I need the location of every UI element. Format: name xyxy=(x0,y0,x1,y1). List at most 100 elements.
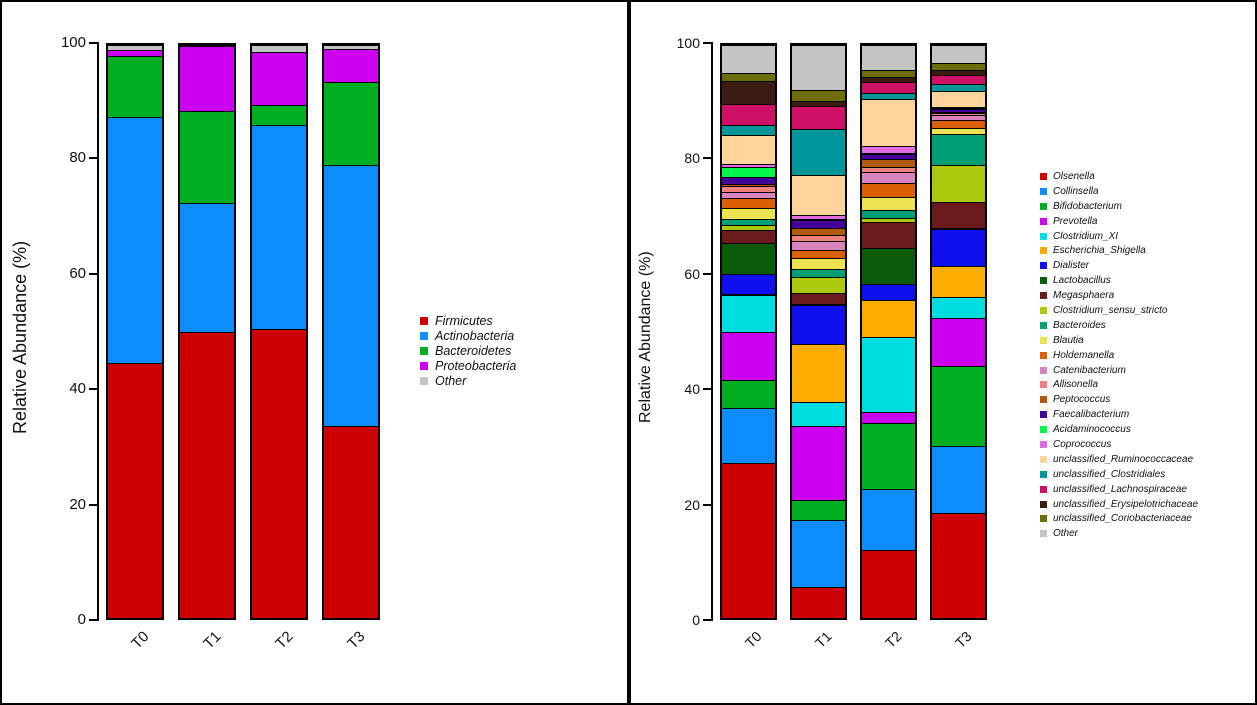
legend-label: Holdemanella xyxy=(1053,349,1115,361)
bar-segment-Coprococcus xyxy=(862,146,915,154)
legend-swatch xyxy=(420,376,428,385)
legend-item-Holdemanella: Holdemanella xyxy=(1040,348,1198,363)
legend-item-Firmicutes: Firmicutes xyxy=(420,313,516,328)
bar-segment-Actinobacteria xyxy=(180,202,234,332)
legend-item-Bacteroides: Bacteroides xyxy=(1040,318,1198,333)
bar-segment-Bifidobacterium xyxy=(792,500,845,520)
legend-item-Dialister: Dialister xyxy=(1040,258,1198,273)
legend-label: Blautia xyxy=(1053,334,1084,346)
bar-segment-Holdemanella xyxy=(792,249,845,259)
legend-item-Catenibacterium: Catenibacterium xyxy=(1040,363,1198,378)
bar-segment-Firmicutes xyxy=(180,331,234,618)
legend-swatch xyxy=(1040,485,1047,493)
y-tick-label: 20 xyxy=(684,496,700,513)
bar-segment-unclassified_Lachnospiraceae xyxy=(722,104,775,125)
bar-segment-Bifidobacterium xyxy=(932,365,985,447)
bar-segment-Bacteroidetes xyxy=(252,105,306,126)
bar-segment-Prevotella xyxy=(792,425,845,501)
bar-segment-unclassified_Erysipelotrichaceae xyxy=(932,69,985,76)
bar-segment-Collinsella xyxy=(932,446,985,513)
bars-group: T0 T1 T2 T3 xyxy=(720,43,990,651)
bar-segment-unclassified_Lachnospiraceae xyxy=(862,81,915,94)
x-category-label: T3 xyxy=(952,628,976,651)
bar-segment-Blautia xyxy=(792,258,845,269)
bar-segment-Holdemanella xyxy=(932,119,985,129)
y-axis-tick xyxy=(703,42,711,44)
bar-segment-Blautia xyxy=(722,207,775,219)
legend-label: Bacteroides xyxy=(1053,319,1106,331)
bar-segment-Faecalibacterium xyxy=(792,219,845,228)
bar-segment-Megasphaera xyxy=(862,222,915,249)
bar-segment-Bacteroides xyxy=(792,268,845,277)
legend-swatch xyxy=(1040,440,1047,448)
bar-segment-Prevotella xyxy=(722,331,775,380)
legend-swatch xyxy=(1040,187,1047,195)
legend-swatch xyxy=(1040,381,1047,389)
bar-segment-Allisonella xyxy=(722,186,775,193)
legend-item-Acidaminococcus: Acidaminococcus xyxy=(1040,422,1198,437)
y-axis-tick xyxy=(703,157,711,160)
bar-segment-Faecalibacterium xyxy=(722,176,775,184)
bar-segment-unclassified_Coriobacteriaceae xyxy=(862,69,915,77)
legend-item-Escherichia_Shigella: Escherichia_Shigella xyxy=(1040,243,1198,258)
bar-segment-Escherichia_Shigella xyxy=(722,294,775,296)
x-category-label: T2 xyxy=(272,628,297,653)
legend-item-Peptococcus: Peptococcus xyxy=(1040,392,1198,407)
bar-segment-unclassified_Clostridiales xyxy=(792,128,845,175)
legend-label: Catenibacterium xyxy=(1053,364,1126,376)
x-category-label: T1 xyxy=(812,628,836,651)
legend-swatch xyxy=(1040,426,1047,434)
bar-segment-unclassified_Erysipelotrichaceae xyxy=(862,77,915,82)
y-tick-label: 100 xyxy=(676,35,700,51)
legend-label: Collinsella xyxy=(1053,185,1099,197)
bar-segment-Escherichia_Shigella xyxy=(932,266,985,298)
bar-segment-Acidaminococcus xyxy=(722,166,775,177)
legend-item-Faecalibacterium: Faecalibacterium xyxy=(1040,407,1198,422)
legend-swatch xyxy=(420,346,428,355)
bar-segment-Megasphaera xyxy=(722,230,775,244)
y-tick-label: 20 xyxy=(69,495,86,513)
legend-label: Escherichia_Shigella xyxy=(1053,245,1146,257)
y-axis-tick xyxy=(89,157,97,160)
bar-segment-Prevotella xyxy=(862,411,915,423)
bar-segment-Dialister xyxy=(792,305,845,345)
bar-segment-Olsenella xyxy=(792,586,845,618)
legend-label: Allisonella xyxy=(1053,379,1099,391)
bar-segment-Firmicutes xyxy=(252,328,306,618)
legend-item-Clostridium_sensu_stricto: Clostridium_sensu_stricto xyxy=(1040,303,1198,318)
legend-label: Clostridium_XI xyxy=(1053,230,1119,242)
bar-segment-Olsenella xyxy=(722,463,775,618)
bar-segment-Blautia xyxy=(932,128,985,134)
legend-item-unclassified_Erysipelotrichaceae: unclassified_Erysipelotrichaceae xyxy=(1040,497,1198,512)
bar-segment-Bacteroidetes xyxy=(180,110,234,203)
bar-segment-unclassified_Ruminococcaceae xyxy=(862,98,915,147)
bar-segment-Collinsella xyxy=(862,488,915,551)
y-tick-label: 80 xyxy=(69,149,86,167)
legend-label: Dialister xyxy=(1053,260,1090,272)
y-axis-tick xyxy=(89,272,97,275)
bar-segment-Catenibacterium xyxy=(722,192,775,199)
bar-segment-Proteobacteria xyxy=(324,49,378,83)
y-axis-tick xyxy=(89,619,97,621)
bar-segment-Olsenella xyxy=(862,550,915,618)
y-axis-title: Relative Abundance (%) xyxy=(10,240,30,434)
bar-segment-Prevotella xyxy=(932,317,985,366)
legend-label: Clostridium_sensu_stricto xyxy=(1053,304,1168,316)
bar-segment-Other xyxy=(108,45,162,50)
bar-segment-Bacteroides xyxy=(862,210,915,218)
legend-swatch xyxy=(1040,262,1047,270)
stacked-bar-T0: T0 xyxy=(106,43,164,652)
legend-swatch xyxy=(1040,277,1047,285)
bar-segment-unclassified_Coriobacteriaceae xyxy=(792,89,845,102)
bar-segment-unclassified_Clostridiales xyxy=(862,93,915,99)
bar-segment-Lactobacillus xyxy=(862,248,915,284)
legend-swatch xyxy=(1040,321,1047,329)
legend-item-Blautia: Blautia xyxy=(1040,333,1198,348)
bar-segment-unclassified_Lachnospiraceae xyxy=(932,75,985,85)
bar-segment-Bifidobacterium xyxy=(862,422,915,489)
stacked-bar-T3: T3 xyxy=(322,43,380,652)
y-tick-label: 0 xyxy=(77,611,86,628)
bar-segment-Peptococcus xyxy=(792,227,845,235)
legend-item-Olsenella: Olsenella xyxy=(1040,169,1198,184)
bar-segment-Clostridium_XI xyxy=(932,297,985,318)
